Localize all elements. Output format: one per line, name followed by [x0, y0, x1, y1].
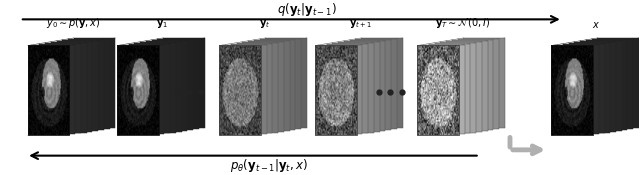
Bar [146, 41, 188, 131]
Bar [338, 42, 380, 132]
Bar [349, 40, 391, 130]
Bar [163, 38, 205, 128]
Bar [237, 43, 278, 132]
Bar [563, 44, 605, 134]
Bar [326, 44, 368, 134]
Bar [117, 46, 159, 135]
Bar [39, 44, 81, 134]
Bar [123, 44, 164, 134]
Bar [74, 38, 115, 128]
Bar [452, 40, 493, 130]
Text: $q(\mathbf{y}_t|\mathbf{y}_{t-1})$: $q(\mathbf{y}_t|\mathbf{y}_{t-1})$ [277, 1, 337, 18]
Bar [552, 46, 593, 135]
Bar [243, 42, 284, 132]
Text: $\mathbf{y}_T\sim\mathcal{N}(0, I)$: $\mathbf{y}_T\sim\mathcal{N}(0, I)$ [435, 16, 490, 30]
Bar [569, 43, 611, 132]
Bar [458, 39, 499, 129]
Bar [598, 38, 639, 128]
Bar [361, 38, 403, 128]
Bar [463, 38, 505, 128]
Bar [321, 44, 362, 134]
Bar [129, 44, 170, 134]
Bar [440, 42, 482, 132]
Bar [33, 44, 75, 134]
Bar [134, 43, 176, 132]
Text: $\mathbf{y}_{t+1}$: $\mathbf{y}_{t+1}$ [349, 18, 372, 30]
Text: $p_{\theta}(\mathbf{y}_{t-1}|\mathbf{y}_t, x)$: $p_{\theta}(\mathbf{y}_{t-1}|\mathbf{y}_… [230, 157, 308, 174]
Bar [446, 41, 488, 131]
Text: $x$: $x$ [593, 20, 600, 30]
Text: $y_0\sim p(\mathbf{y},x)$: $y_0\sim p(\mathbf{y},x)$ [45, 16, 100, 30]
Bar [231, 44, 273, 134]
Bar [316, 46, 356, 135]
Bar [423, 44, 465, 134]
Bar [586, 40, 627, 130]
Bar [51, 42, 92, 132]
Bar [56, 41, 98, 131]
Bar [557, 44, 599, 134]
Bar [435, 43, 476, 132]
Bar [220, 46, 261, 135]
Bar [248, 41, 290, 131]
Bar [417, 46, 459, 135]
Text: $\mathbf{y}_1$: $\mathbf{y}_1$ [156, 18, 168, 30]
Bar [355, 39, 397, 129]
Bar [575, 42, 616, 132]
Bar [344, 41, 385, 131]
Bar [225, 44, 267, 134]
Bar [152, 40, 193, 130]
Bar [332, 43, 374, 132]
Bar [45, 43, 86, 132]
Bar [62, 40, 104, 130]
Bar [254, 40, 296, 130]
Bar [266, 38, 307, 128]
Bar [68, 39, 109, 129]
Bar [592, 39, 633, 129]
Bar [140, 42, 182, 132]
Bar [157, 39, 199, 129]
Bar [28, 46, 69, 135]
Text: $\mathbf{y}_t$: $\mathbf{y}_t$ [259, 18, 270, 30]
Bar [580, 41, 621, 131]
Bar [260, 39, 301, 129]
Bar [429, 44, 470, 134]
